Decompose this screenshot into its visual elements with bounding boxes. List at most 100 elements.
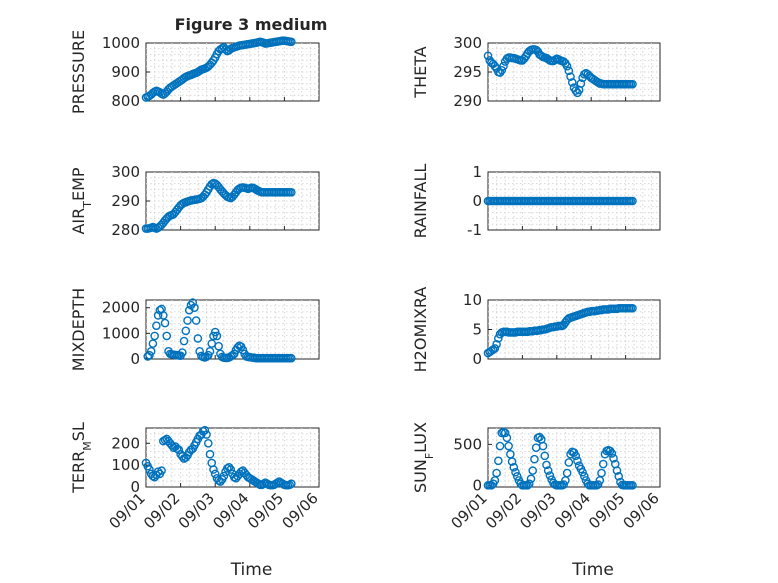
mixdepth-point (153, 311, 163, 320)
h2omixra-ytick-label: 10 (463, 291, 482, 309)
sun-flux-ytick-label: 0 (472, 476, 482, 494)
mixdepth-ytick-label: 1000 (102, 324, 140, 342)
theta-ytick-label: 300 (453, 34, 482, 52)
terr-msl-point (287, 479, 296, 489)
rainfall-ytick-label: 1 (472, 163, 482, 181)
air-temp-ylabel-rest: EMP (69, 167, 88, 201)
h2omixra-ytick-label: 0 (472, 350, 482, 368)
sun-flux-point (593, 480, 603, 489)
theta-point (495, 68, 505, 77)
rainfall-ylabel-main: RAINFALL (411, 164, 430, 239)
sun-flux-point (612, 466, 622, 475)
axes-rainfall: -1 0 1 RAINFALL (411, 163, 661, 239)
mixdepth-ytick-label: 2000 (102, 299, 140, 317)
sun-flux-point (559, 480, 568, 489)
theta-point (497, 65, 507, 75)
theta-point (571, 86, 581, 95)
axes-mixdepth: 0 1000 2000 MIXDEPTH (69, 288, 320, 371)
theta-ytick-label: 290 (453, 92, 482, 110)
pressure-ytick-label: 900 (111, 63, 140, 81)
sun-flux-point (500, 428, 510, 438)
mixdepth-series (143, 298, 296, 363)
mixdepth-point (158, 311, 168, 320)
mixdepth-point (190, 303, 199, 312)
mixdepth-point (212, 331, 222, 341)
axes-pressure: 800 900 1000 PRESSURE (69, 30, 320, 114)
figure-title: Figure 3 medium (175, 15, 328, 34)
sun-flux-ylabel-main: SUN (411, 459, 430, 493)
axes-theta: 290 295 300 THETA (411, 34, 661, 110)
sun-flux-ylabel-rest: LUX (411, 422, 430, 453)
pressure-point (287, 37, 296, 47)
sun-flux-point (511, 467, 520, 477)
theta-point (499, 61, 508, 71)
mixdepth-point (184, 305, 194, 315)
mixdepth-ylabel-main: MIXDEPTH (69, 288, 88, 371)
sun-flux-point (540, 451, 550, 461)
pressure-ylabel: PRESSURE (69, 30, 88, 114)
sun-flux-point (578, 467, 587, 477)
sun-flux-point (628, 481, 637, 490)
mixdepth-point (287, 353, 296, 363)
terr-msl-ylabel-main: TERR (69, 451, 88, 494)
air-temp-ylabel: AIRTEMP (69, 167, 94, 234)
theta-point (566, 72, 575, 81)
sun-flux-point (495, 441, 505, 451)
axes-air-temp: 280 290 300 AIRTEMP (69, 163, 320, 239)
h2omixra-ylabel: H2OMIXRA (411, 287, 430, 373)
theta-point (564, 66, 574, 76)
sun-flux-point (580, 472, 589, 481)
air-temp-ytick-label: 290 (111, 192, 140, 210)
air-temp-point (207, 179, 217, 189)
pressure-series (141, 36, 296, 102)
sun-flux-point (523, 481, 532, 490)
terr-msl-ylabel-rest: SL (69, 422, 88, 441)
mixdepth-point (152, 321, 161, 330)
mixdepth-point (233, 343, 242, 352)
rainfall-ytick-label: -1 (467, 221, 482, 239)
terr-msl-point (202, 430, 211, 439)
sun-flux-point (607, 449, 617, 458)
theta-point (562, 61, 572, 71)
rainfall-ylabel: RAINFALL (411, 164, 430, 239)
sun-flux-series (483, 427, 637, 490)
sun-flux-point (614, 472, 624, 481)
theta-point (567, 78, 577, 87)
axes-h2omixra: 0 5 10 H2OMIXRA (411, 287, 661, 373)
theta-point (576, 79, 586, 88)
h2omixra-point (490, 344, 500, 353)
sun-flux-ylabel: SUNFLUX (411, 422, 436, 493)
mixdepth-point (146, 347, 156, 356)
sun-flux-point (562, 468, 572, 478)
terr-msl-ylabel: TERRMSL (69, 422, 94, 494)
terr-msl-point (145, 465, 154, 474)
theta-point (580, 70, 589, 79)
sun-flux-point (504, 441, 513, 451)
mixdepth-point (179, 336, 189, 346)
sun-flux-ytick-label: 500 (453, 435, 482, 453)
air-temp-ytick-label: 280 (111, 221, 140, 239)
terr-msl-series (141, 425, 296, 490)
air-temp-point (287, 187, 296, 197)
mixdepth-point (150, 331, 159, 341)
mixdepth-point (148, 339, 158, 348)
mixdepth-point (162, 331, 172, 341)
theta-ylabel-main: THETA (411, 46, 430, 98)
terr-msl-point (205, 449, 215, 459)
air-temp-series (141, 178, 296, 233)
sun-flux-point (597, 468, 606, 478)
air-temp-ytick-label: 300 (111, 163, 140, 181)
mixdepth-point (188, 298, 198, 307)
sun-flux-point (542, 460, 551, 470)
theta-series (483, 45, 637, 98)
sun-flux-point (524, 479, 534, 489)
terr-msl-point (157, 466, 166, 475)
h2omixra-point (492, 339, 501, 349)
rainfall-point (628, 196, 637, 206)
sun-flux-point (492, 468, 501, 478)
sun-flux-point (502, 433, 512, 443)
mixdepth-point (193, 334, 203, 343)
rainfall-ytick-label: 0 (472, 192, 482, 210)
h2omixra-ytick-label: 5 (472, 321, 482, 339)
